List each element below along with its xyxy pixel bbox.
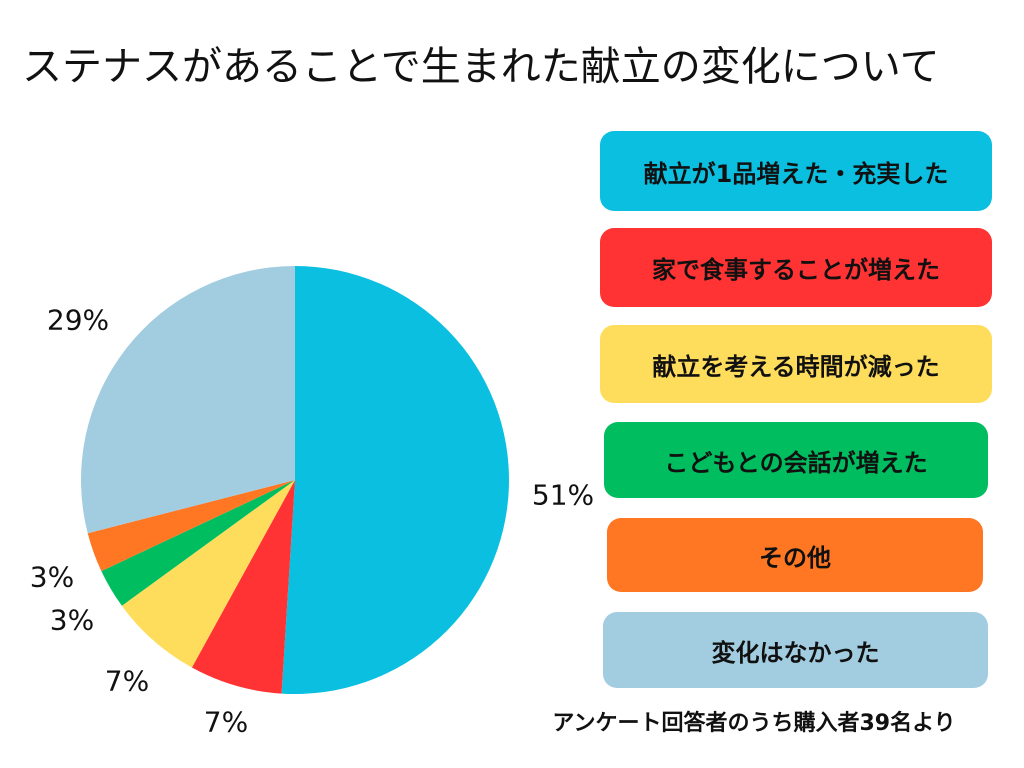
slice-label: 7%: [203, 705, 249, 739]
legend-item: こどもとの会話が増えた: [604, 422, 988, 498]
pie-slice: [80, 265, 295, 534]
pie-slice: [281, 266, 510, 694]
legend-item: 献立を考える時間が減った: [600, 325, 992, 403]
legend-item: 変化はなかった: [603, 612, 988, 688]
legend-item: 献立が1品増えた・充実した: [600, 131, 992, 211]
slice-label: 29%: [46, 303, 110, 337]
pie-slice: [191, 480, 295, 694]
legend-item: 家で食事することが増えた: [600, 228, 992, 307]
survey-note: アンケート回答者のうち購入者39名より: [552, 711, 956, 736]
pie-slice: [121, 480, 295, 668]
slice-label: 7%: [104, 664, 150, 698]
pie-slice: [101, 480, 296, 606]
legend-item: その他: [607, 518, 983, 592]
slice-label: 3%: [29, 560, 75, 594]
slice-label: 51%: [531, 478, 595, 512]
chart-title: ステナスがあることで生まれた献立の変化について: [22, 44, 940, 90]
pie-slice: [87, 480, 295, 572]
slice-label: 3%: [49, 603, 95, 637]
